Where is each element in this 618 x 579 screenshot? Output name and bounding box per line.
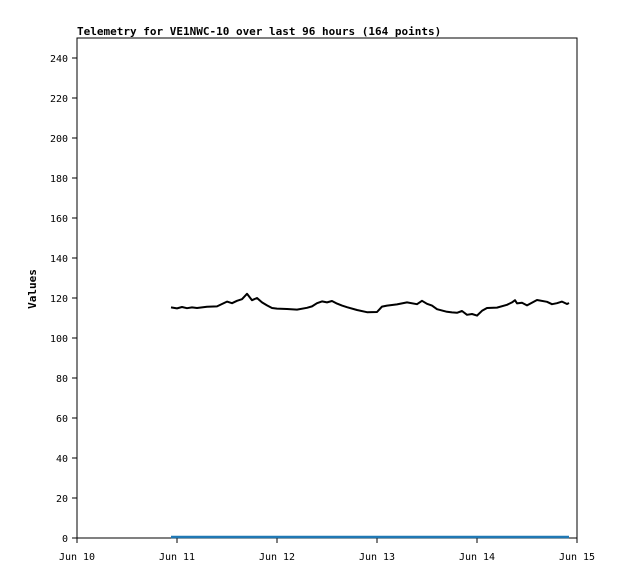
x-axis-ticks: Jun 10 Jun 11 Jun 12 Jun 13 Jun 14 Jun 15	[59, 538, 595, 563]
y-tick-label: 0	[62, 534, 68, 545]
y-axis-label: Values	[26, 269, 39, 309]
y-tick-label: 140	[50, 254, 68, 265]
x-tick-label: Jun 10	[59, 552, 95, 563]
chart-title: Telemetry for VE1NWC-10 over last 96 hou…	[77, 25, 441, 38]
y-tick-label: 160	[50, 214, 68, 225]
y-tick-label: 20	[56, 494, 68, 505]
y-tick-label: 120	[50, 294, 68, 305]
x-tick-label: Jun 11	[159, 552, 195, 563]
y-axis-ticks: 0 20 40 60 80 100 120 140 160 180 200 220 240	[50, 54, 77, 545]
x-tick-label: Jun 14	[459, 552, 495, 563]
y-tick-label: 100	[50, 334, 68, 345]
x-tick-label: Jun 12	[259, 552, 295, 563]
x-tick-label: Jun 13	[359, 552, 395, 563]
y-tick-label: 240	[50, 54, 68, 65]
y-tick-label: 220	[50, 94, 68, 105]
y-tick-label: 200	[50, 134, 68, 145]
x-tick-label: Jun 15	[559, 552, 595, 563]
y-tick-label: 40	[56, 454, 68, 465]
y-tick-label: 60	[56, 414, 68, 425]
y-tick-label: 80	[56, 374, 68, 385]
plot-area	[76, 37, 578, 539]
y-tick-label: 180	[50, 174, 68, 185]
series-line-1	[170, 292, 570, 317]
series-layer	[170, 292, 570, 539]
